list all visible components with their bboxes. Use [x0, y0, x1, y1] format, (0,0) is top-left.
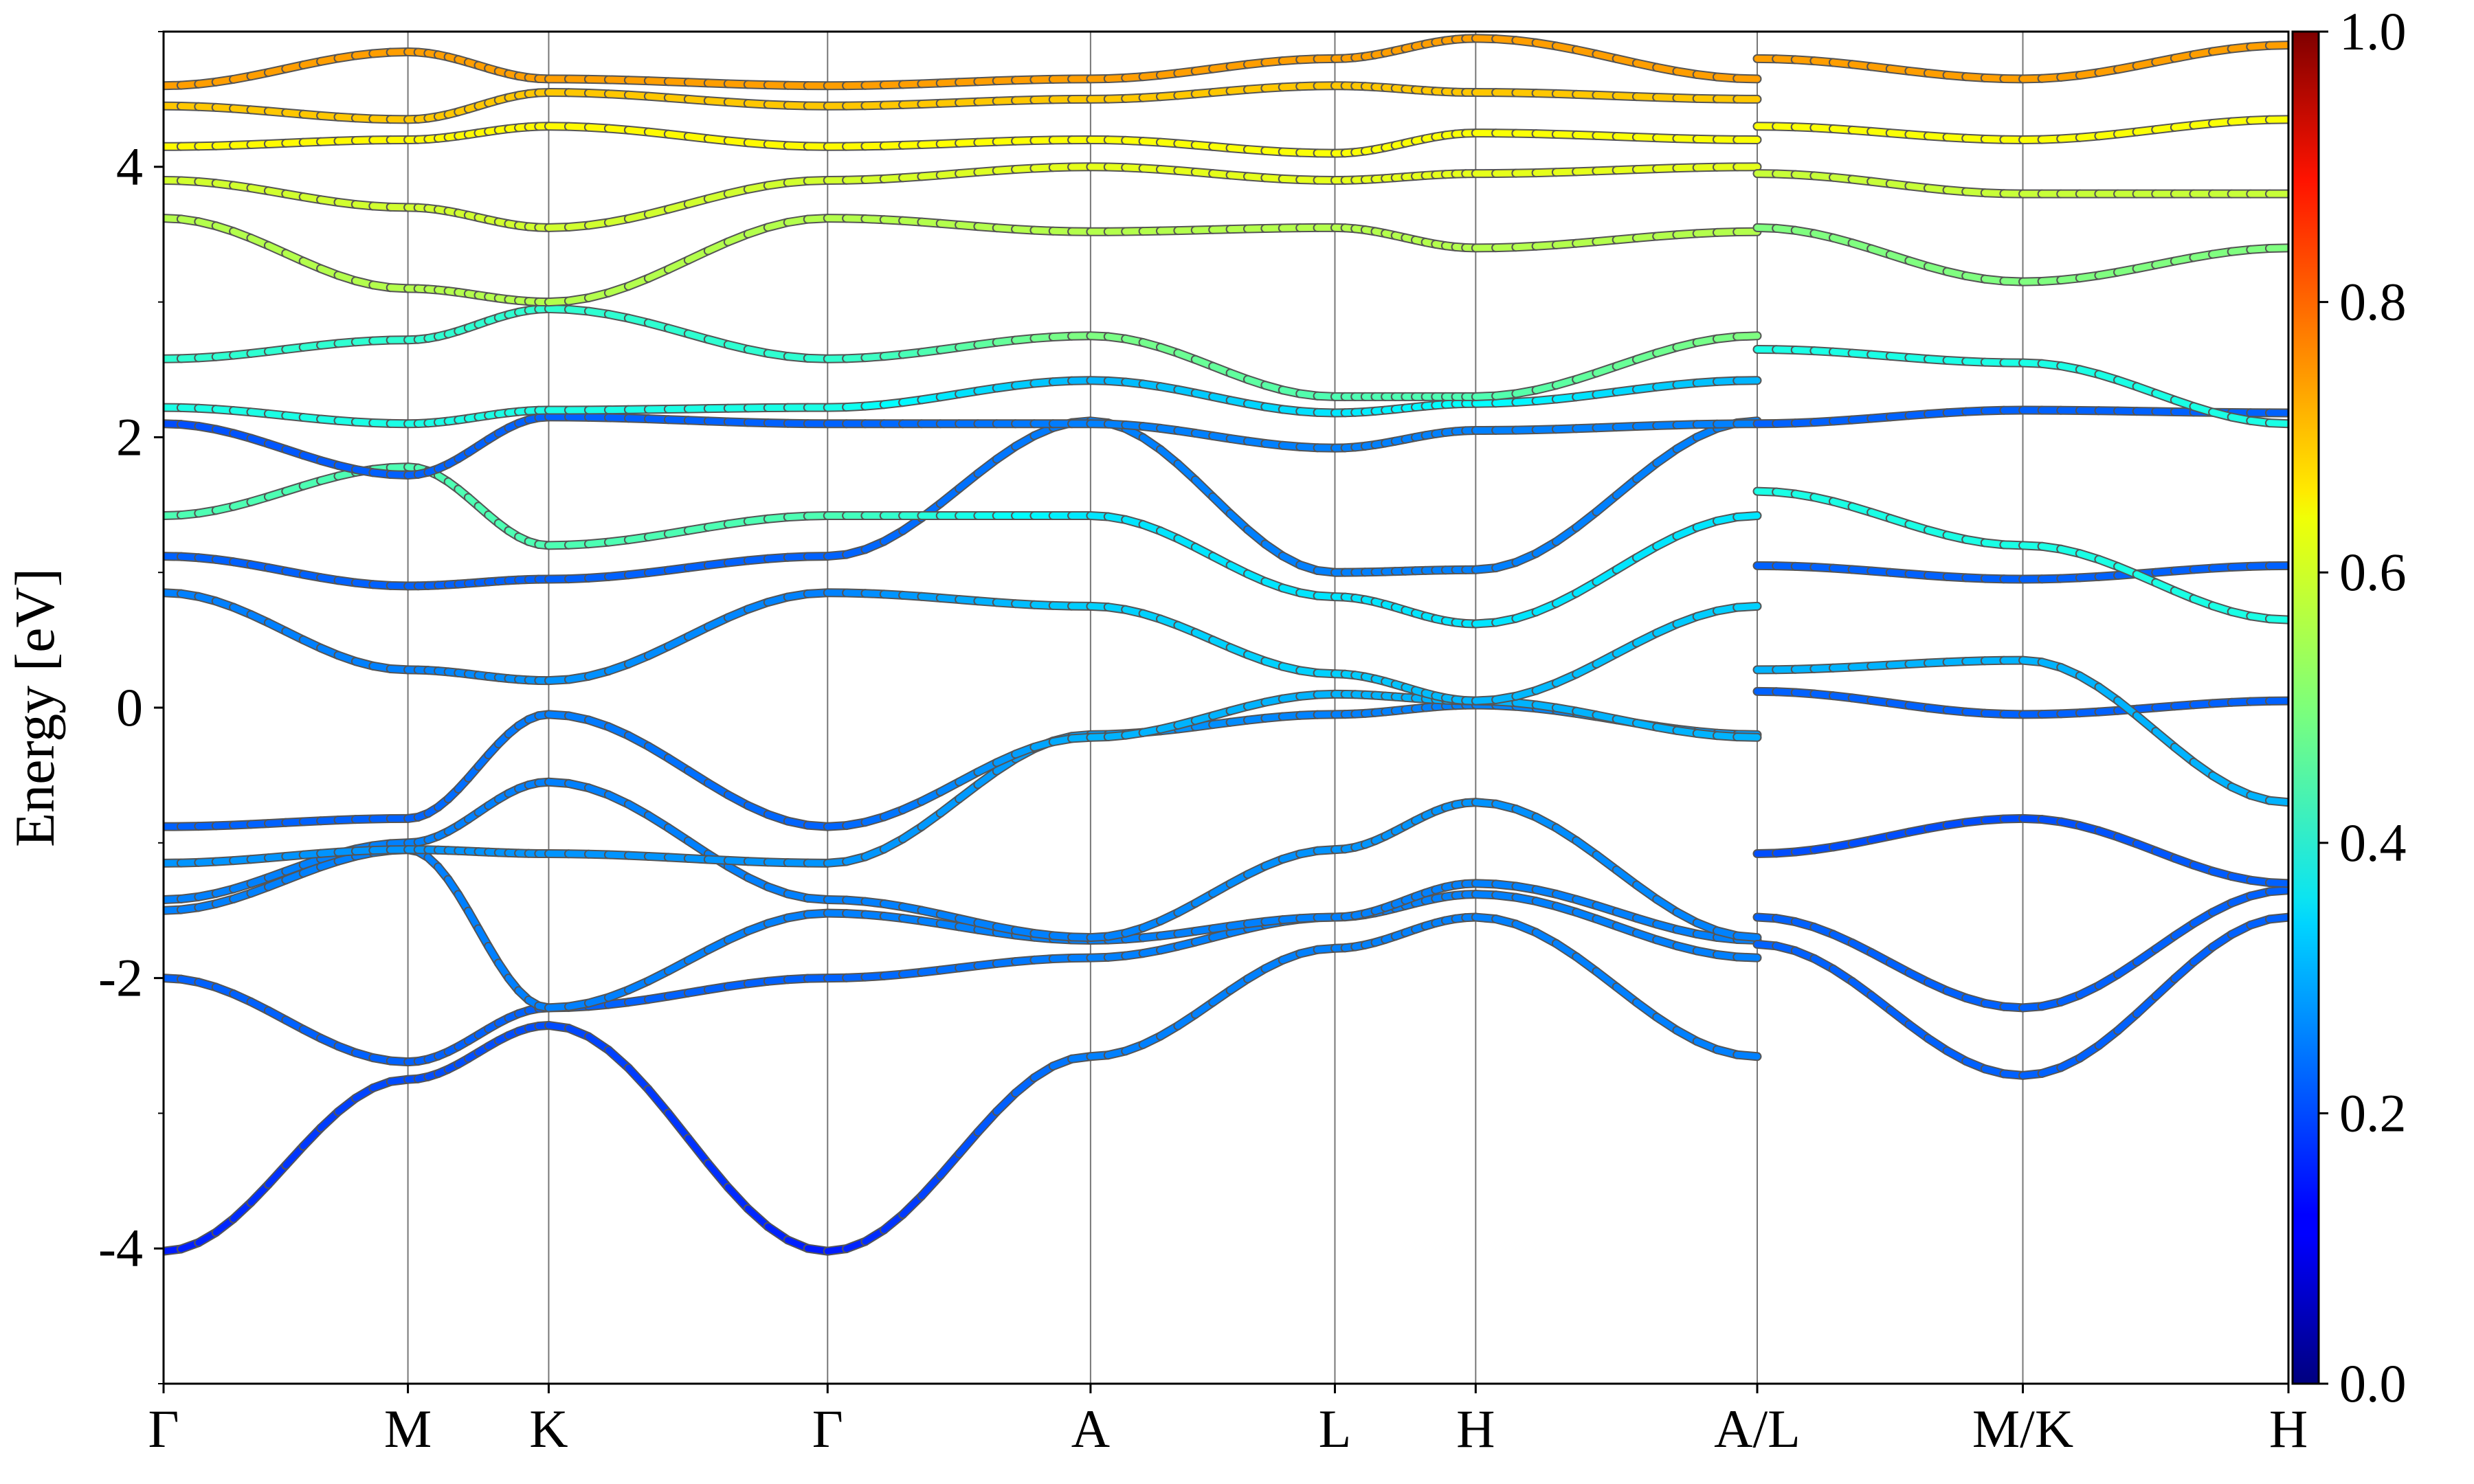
band-segment [665, 1110, 691, 1142]
y-tick-label: -4 [98, 1218, 143, 1278]
band-segment [625, 1064, 651, 1093]
kpoint-label: L [1319, 1399, 1352, 1459]
kpoint-label: H [1456, 1399, 1495, 1459]
kpoint-label: M/K [1972, 1399, 2073, 1459]
x-axis: Γ M K Γ A L H A/L M/K H [148, 1384, 2308, 1459]
band-segment [1734, 734, 1761, 741]
y-axis: -4 -2 0 2 4 [98, 31, 164, 1384]
band-segment [937, 1150, 963, 1179]
band-segment [2266, 797, 2288, 806]
band-segment [1734, 932, 1761, 941]
band-segment [684, 1135, 711, 1167]
band-segment [2266, 616, 2288, 623]
y-tick-label: -2 [98, 948, 143, 1008]
kpoint-label: A [1071, 1399, 1110, 1459]
kpoint-label: K [529, 1399, 568, 1459]
band-segment [1734, 603, 1761, 611]
band-segment [1734, 1051, 1761, 1060]
kpoint-label: Γ [812, 1399, 843, 1459]
band-segment [974, 1108, 1000, 1136]
kpoint-label: H [2269, 1399, 2308, 1459]
colorbar-tick-label: 0.0 [2339, 1353, 2407, 1413]
band-segment [918, 1172, 944, 1200]
y-tick-label: 2 [116, 407, 143, 466]
colorbar-gradient [2291, 30, 2320, 1385]
band-segment [956, 1129, 981, 1157]
band-segment [1734, 954, 1761, 961]
band-segment [1734, 513, 1761, 521]
band-segment [2266, 914, 2288, 923]
band-segment [645, 1086, 671, 1116]
band-segment [2266, 420, 2288, 427]
kpoint-label: M [384, 1399, 432, 1459]
band-segment [2266, 887, 2288, 895]
band-segment [1734, 75, 1761, 82]
band-segment [704, 1160, 731, 1191]
colorbar-tick-label: 1.0 [2339, 1, 2407, 61]
kpath-separator-lines [407, 32, 2024, 1384]
colorbar-tick-label: 0.8 [2339, 272, 2407, 332]
y-tick-label: 4 [116, 137, 143, 196]
y-axis-label: Energy [eV] [3, 568, 66, 847]
band-segment [1734, 333, 1761, 340]
band-segment [2266, 879, 2288, 887]
kpoint-label: A/L [1714, 1399, 1801, 1459]
colorbar-tick-label: 0.6 [2339, 542, 2407, 602]
colorbar-tick-label: 0.2 [2339, 1083, 2407, 1143]
colorbar: 0.0 0.2 0.4 0.6 0.8 1.0 [2291, 1, 2407, 1413]
band-segment [724, 1184, 751, 1212]
y-tick-label: 0 [116, 677, 143, 737]
colorbar-ticks: 0.0 0.2 0.4 0.6 0.8 1.0 [2319, 1, 2407, 1413]
band-segment [2266, 245, 2288, 251]
band-lines [164, 34, 2288, 1256]
band-segment [2266, 42, 2288, 49]
kpoint-label: Γ [148, 1399, 179, 1459]
colorbar-tick-label: 0.4 [2339, 813, 2407, 873]
